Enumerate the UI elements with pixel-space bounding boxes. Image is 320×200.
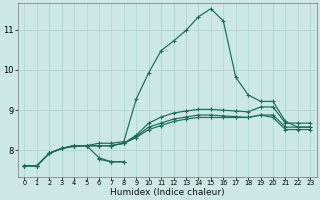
X-axis label: Humidex (Indice chaleur): Humidex (Indice chaleur) (110, 188, 225, 197)
